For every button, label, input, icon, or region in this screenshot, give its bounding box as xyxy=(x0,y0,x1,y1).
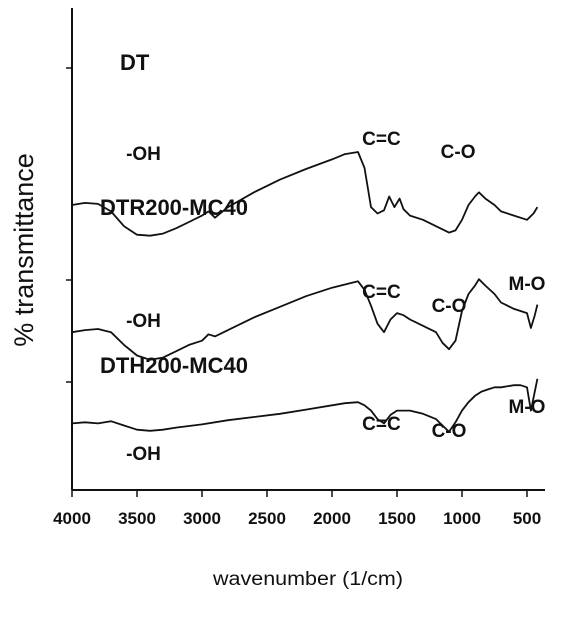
x-tick-label: 500 xyxy=(513,509,541,528)
peak-label-cc: C=C xyxy=(362,414,401,435)
series-line-3 xyxy=(71,378,539,433)
x-tick-label: 2000 xyxy=(313,509,351,528)
series-title-1: DT xyxy=(120,50,150,75)
series-title-2: DTR200-MC40 xyxy=(100,195,248,220)
series-line-2 xyxy=(71,278,539,361)
x-ticks: 4000 3500 3000 2500 2000 1500 1000 500 xyxy=(53,490,541,528)
axes xyxy=(66,8,545,491)
peak-label-co: C-O xyxy=(441,142,476,163)
x-tick-label: 1500 xyxy=(378,509,416,528)
peak-label-mo: M-O xyxy=(509,274,546,295)
x-tick-label: 2500 xyxy=(248,509,286,528)
series-title-3: DTH200-MC40 xyxy=(100,353,248,378)
x-axis-title: wavenumber (1/cm) xyxy=(212,569,403,590)
peak-label-cc: C=C xyxy=(362,129,401,150)
peak-label-cc: C=C xyxy=(362,282,401,303)
peak-label-co: C-O xyxy=(432,421,467,442)
peak-label-mo: M-O xyxy=(509,397,546,418)
x-tick-label: 3000 xyxy=(183,509,221,528)
peak-label-co: C-O xyxy=(432,296,467,317)
x-tick-label: 1000 xyxy=(443,509,481,528)
y-axis-title: % transmittance xyxy=(9,153,39,347)
peak-label-oh: -OH xyxy=(126,444,161,465)
peak-label-oh: -OH xyxy=(126,144,161,165)
plot-lines xyxy=(71,151,539,433)
annotations: DT -OH C=C C-O DTR200-MC40 -OH C=C C-O M-O DTH200… xyxy=(100,50,545,465)
x-tick-label: 3500 xyxy=(118,509,156,528)
series-line-1 xyxy=(71,151,539,237)
x-tick-label: 4000 xyxy=(53,509,91,528)
peak-label-oh: -OH xyxy=(126,311,161,332)
